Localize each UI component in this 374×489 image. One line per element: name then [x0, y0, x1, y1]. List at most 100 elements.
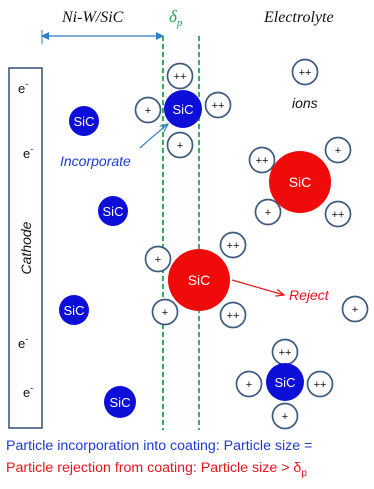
particle-label: SiC — [275, 375, 296, 390]
electrolyte-header: Electrolyte — [263, 9, 334, 26]
ion-monovalent: + — [254, 198, 282, 226]
ion-charge: + — [177, 140, 183, 152]
particle-group: SiC SiC SiC SiC SiC SiC SiC SiC — [59, 90, 331, 418]
ion-ring — [324, 200, 352, 228]
ion-ring — [134, 96, 162, 124]
ion-charge: ++ — [174, 71, 187, 83]
sic-particle-small: SiC — [69, 106, 99, 136]
particle-label: SiC — [289, 174, 312, 190]
ion-charge: ++ — [279, 347, 292, 359]
ion-ring — [166, 131, 194, 159]
electron: e- — [18, 79, 28, 96]
cathode-box — [8, 67, 43, 429]
particle-label: SiC — [74, 114, 95, 129]
electron: e- — [23, 383, 33, 400]
reject-arrow — [231, 279, 284, 295]
ion-ring — [219, 301, 247, 329]
ion-ring — [151, 298, 179, 326]
ion-monovalent: + — [134, 96, 162, 124]
ion-charge: ++ — [212, 100, 225, 112]
ion-divalent: ++ — [271, 338, 299, 366]
ion-charge: + — [246, 379, 252, 391]
ion-charge: + — [335, 145, 341, 157]
ion-monovalent: + — [144, 245, 172, 273]
boundary-layer-delta: δ — [169, 7, 178, 26]
ion-monovalent: + — [324, 136, 352, 164]
particle-body — [168, 249, 230, 311]
sic-particle-small: SiC — [104, 386, 136, 418]
incorporate-label: Incorporate — [60, 153, 131, 169]
particle-label: SiC — [110, 395, 131, 410]
ion-ring — [271, 402, 299, 430]
coating-header: Ni-W/SiC — [61, 9, 124, 26]
electron-group: e-e-e-e- — [18, 79, 33, 400]
particle-body — [164, 90, 202, 128]
particle-body — [98, 196, 128, 226]
ion-charge: + — [162, 307, 168, 319]
incorporate-arrow — [139, 124, 168, 149]
ion-charge: ++ — [332, 209, 345, 221]
ion-monovalent: + — [341, 295, 369, 323]
ion-charge: ++ — [299, 67, 312, 79]
ion-divalent: ++ — [166, 62, 194, 90]
ion-divalent: ++ — [219, 231, 247, 259]
ion-ring — [204, 91, 232, 119]
ion-divalent: ++ — [219, 301, 247, 329]
particle-body — [104, 386, 136, 418]
ion-charge: + — [352, 304, 358, 316]
particle-body — [69, 106, 99, 136]
ion-ring — [291, 58, 319, 86]
ion-monovalent: + — [271, 402, 299, 430]
ion-charge: + — [282, 411, 288, 423]
ion-ring — [166, 62, 194, 90]
ion-ring — [254, 198, 282, 226]
ion-ring — [341, 295, 369, 323]
ion-charge: ++ — [256, 155, 269, 167]
ion-ring — [219, 231, 247, 259]
rejection-caption-text: Particle rejection from coating: Particl… — [6, 460, 302, 476]
ion-charge: ++ — [227, 240, 240, 252]
ion-charge: ++ — [227, 310, 240, 322]
ion-monovalent: + — [166, 131, 194, 159]
ion-charge: + — [145, 105, 151, 117]
ion-ring — [248, 146, 276, 174]
particle-label: SiC — [103, 204, 124, 219]
ions-label: ions — [292, 95, 318, 111]
ion-charge: ++ — [314, 379, 327, 391]
sic-particle-small: SiC — [266, 363, 304, 401]
particle-body — [59, 295, 89, 325]
ion-divalent: ++ — [306, 370, 334, 398]
ion-divalent: ++ — [291, 58, 319, 86]
ion-group: +++ +++++++++ ++++++ ++ ++++ +++ — [134, 58, 369, 430]
particle-label: SiC — [173, 102, 194, 117]
sic-particle-small: SiC — [164, 90, 202, 128]
incorporation-caption: Particle incorporation into coating: Par… — [6, 438, 313, 454]
rejection-caption-subscript: p — [301, 467, 307, 479]
ion-ring — [324, 136, 352, 164]
sic-particle-small: SiC — [98, 196, 128, 226]
reject-label: Reject — [289, 287, 330, 303]
electron: e- — [23, 144, 33, 161]
boundary-layer-symbol: δp — [169, 7, 183, 29]
boundary-layer-subscript: p — [176, 17, 183, 29]
ion-charge: + — [265, 207, 271, 219]
ion-ring — [235, 370, 263, 398]
particle-label: SiC — [188, 272, 211, 288]
ion-charge: + — [155, 254, 161, 266]
rejection-caption: Particle rejection from coating: Particl… — [6, 459, 307, 483]
particle-body — [269, 151, 331, 213]
electron: e- — [18, 334, 28, 351]
particle-body — [266, 363, 304, 401]
sic-particle-large: SiC — [269, 151, 331, 213]
ion-divalent: ++ — [248, 146, 276, 174]
ion-monovalent: + — [151, 298, 179, 326]
ion-ring — [306, 370, 334, 398]
sic-particle-large: SiC — [168, 249, 230, 311]
sic-particle-small: SiC — [59, 295, 89, 325]
ion-ring — [144, 245, 172, 273]
ion-divalent: ++ — [324, 200, 352, 228]
particle-label: SiC — [64, 303, 85, 318]
ion-divalent: ++ — [204, 91, 232, 119]
cathode-label: Cathode — [18, 221, 34, 274]
